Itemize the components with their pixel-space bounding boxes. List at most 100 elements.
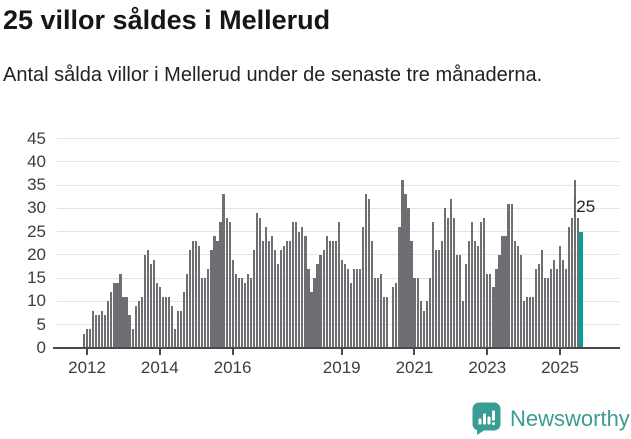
bar — [101, 310, 104, 348]
bar — [480, 222, 483, 348]
bar — [465, 264, 468, 348]
bar — [252, 250, 255, 348]
bar — [216, 240, 219, 348]
bar — [422, 310, 425, 348]
bar — [274, 250, 277, 348]
newsworthy-logo[interactable]: Newsworthy — [472, 402, 630, 435]
bar — [462, 301, 465, 348]
bar — [395, 282, 398, 348]
bar — [419, 301, 422, 348]
bar — [483, 217, 486, 348]
bar — [277, 264, 280, 348]
bar — [270, 236, 274, 348]
bar — [434, 250, 437, 348]
bar — [155, 282, 158, 348]
newsworthy-logo-icon — [472, 402, 501, 435]
bar — [474, 240, 477, 348]
bar — [176, 310, 180, 348]
bar — [513, 240, 516, 348]
bar — [237, 278, 240, 348]
x-axis-tick-label: 2014 — [140, 358, 179, 377]
bar — [383, 296, 386, 348]
bar — [449, 199, 453, 348]
bar — [425, 301, 428, 348]
bar — [543, 278, 547, 348]
bar — [386, 296, 389, 348]
bar — [228, 222, 231, 348]
bar — [280, 250, 283, 348]
bar — [358, 268, 362, 348]
bar — [316, 264, 319, 348]
bar — [231, 259, 234, 348]
bar — [492, 287, 495, 348]
bar — [213, 236, 216, 348]
bar — [337, 222, 340, 348]
bar — [468, 240, 471, 348]
bar — [210, 250, 213, 348]
bar — [119, 273, 122, 348]
y-axis-tick-label: 25 — [27, 221, 46, 241]
bar — [183, 292, 186, 348]
y-axis-tick-label: 15 — [27, 268, 46, 288]
bar — [331, 240, 334, 348]
bar — [110, 292, 113, 348]
bar — [565, 268, 568, 348]
bar — [549, 268, 553, 348]
bar — [413, 278, 416, 348]
bar — [83, 334, 86, 348]
x-axis-tick-label: 2021 — [395, 358, 434, 377]
bar — [170, 306, 174, 348]
bar — [471, 222, 474, 348]
bar — [368, 199, 371, 348]
bar — [140, 296, 143, 348]
bar — [219, 222, 222, 348]
bar — [204, 278, 207, 348]
bar — [407, 208, 410, 348]
bar — [240, 278, 243, 348]
y-axis-tick-label: 40 — [27, 151, 46, 171]
bar — [516, 245, 519, 348]
bar — [225, 217, 228, 348]
y-axis-tick-label: 45 — [27, 128, 46, 148]
bar — [107, 301, 110, 348]
x-axis-tick — [158, 349, 161, 355]
y-axis-tick-label: 5 — [36, 314, 46, 334]
bar — [568, 226, 571, 348]
bar — [340, 259, 343, 348]
bar — [131, 329, 134, 348]
bar — [198, 245, 201, 348]
bar — [267, 240, 271, 348]
bar — [364, 194, 368, 348]
bar — [261, 240, 265, 348]
bar — [392, 287, 395, 348]
x-axis-tick — [340, 349, 343, 355]
bar — [89, 329, 92, 348]
bar — [334, 240, 337, 348]
bar — [555, 268, 559, 348]
bar — [352, 268, 356, 348]
bar — [510, 203, 513, 348]
bar — [346, 268, 349, 348]
bar — [310, 292, 313, 348]
bar — [562, 259, 565, 348]
bar — [458, 254, 462, 348]
bar — [258, 217, 262, 348]
bar — [304, 236, 307, 348]
bar — [289, 240, 292, 348]
bar — [401, 180, 404, 348]
bar — [552, 259, 556, 348]
bar — [404, 194, 407, 348]
bar — [431, 222, 434, 348]
bar — [519, 254, 522, 348]
y-axis-tick-label: 10 — [27, 291, 46, 311]
bar — [574, 180, 577, 348]
bar — [537, 264, 540, 348]
bar — [195, 240, 198, 348]
bar — [173, 329, 177, 348]
bar — [301, 226, 304, 348]
bar — [343, 264, 346, 348]
y-axis-tick-label: 0 — [36, 338, 46, 357]
x-axis-tick — [86, 349, 89, 355]
bar — [164, 296, 168, 348]
bar — [440, 240, 443, 348]
